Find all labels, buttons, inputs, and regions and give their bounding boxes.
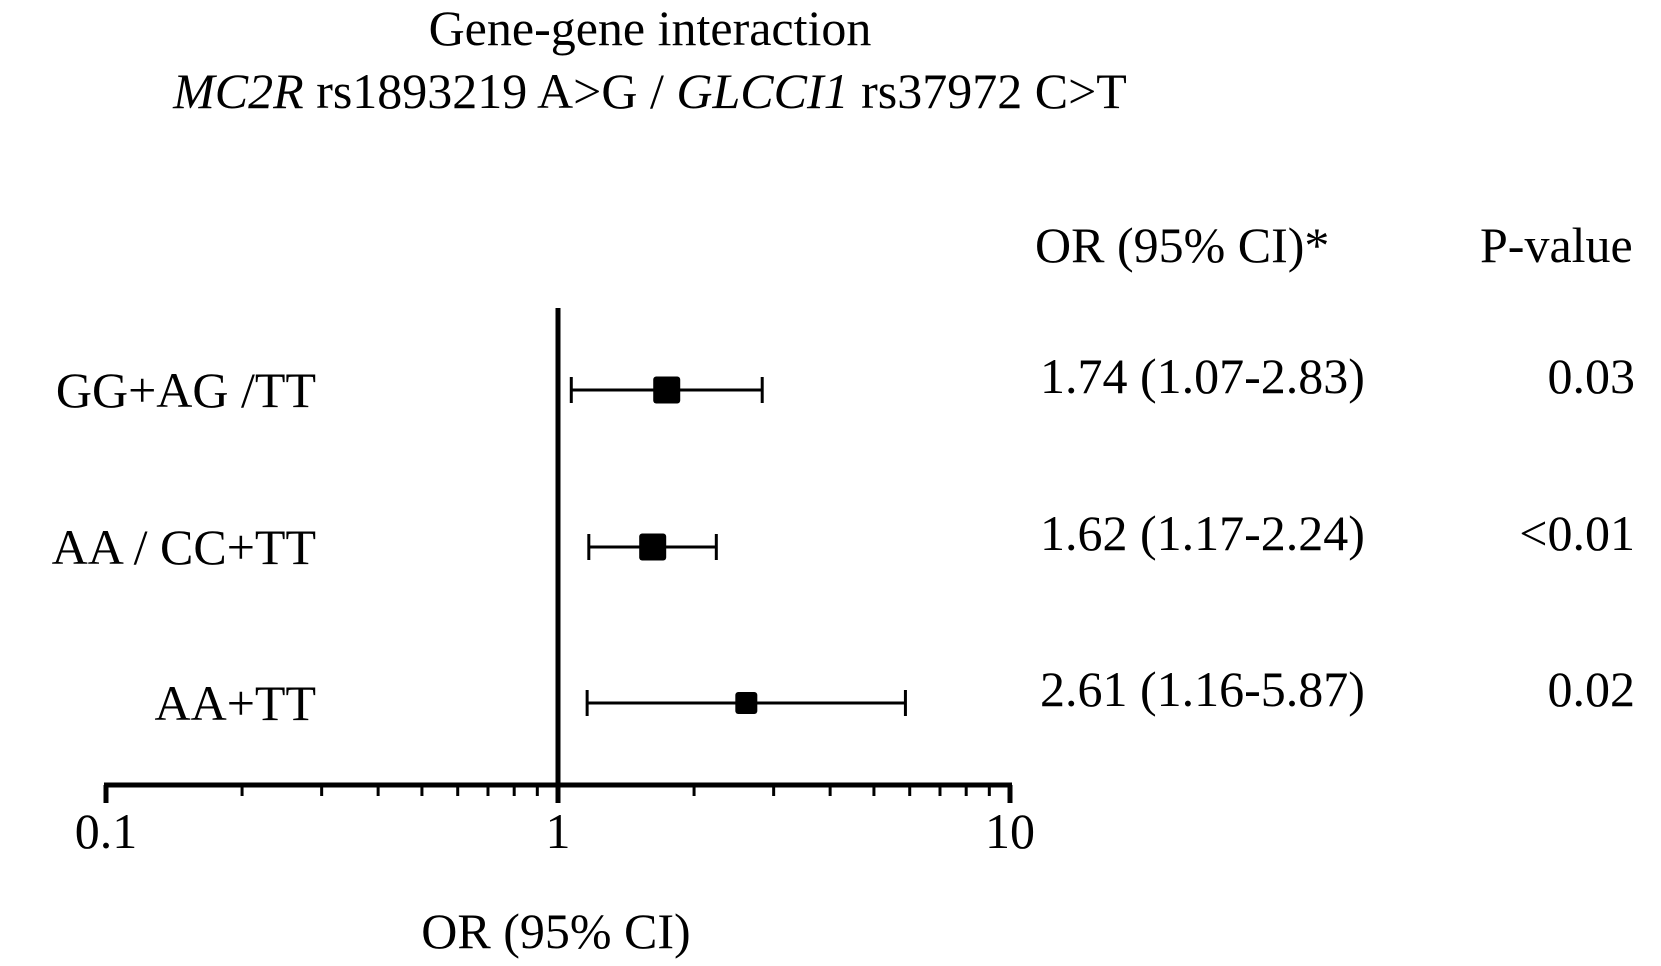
or-marker — [735, 692, 758, 714]
or-marker — [639, 533, 667, 561]
row-label: AA / CC+TT — [52, 519, 316, 575]
or-marker — [653, 376, 681, 404]
p-value-text: 0.03 — [1548, 348, 1636, 404]
chart-title: Gene-gene interaction — [429, 0, 872, 56]
chart-subtitle: MC2R rs1893219 A>G / GLCCI1 rs37972 C>T — [172, 63, 1127, 119]
or-value-text: 2.61 (1.16-5.87) — [1040, 661, 1365, 717]
p-value-column-header: P-value — [1480, 217, 1633, 273]
row-label: AA+TT — [155, 675, 317, 731]
x-axis-tick-labels: 0.1 1 10 — [75, 803, 1035, 859]
subtitle-gene-2: GLCCI1 — [676, 63, 848, 119]
forest-row: AA+TT 2.61 (1.16-5.87) 0.02 — [155, 661, 1636, 731]
x-tick-label: 1 — [546, 803, 571, 859]
x-axis-ticks — [103, 785, 1013, 803]
subtitle-snp-2: rs37972 C>T — [849, 63, 1127, 119]
forest-row: AA / CC+TT 1.62 (1.17-2.24) <0.01 — [52, 505, 1635, 575]
or-value-text: 1.62 (1.17-2.24) — [1040, 505, 1365, 561]
forest-row: GG+AG /TT 1.74 (1.07-2.83) 0.03 — [56, 348, 1635, 418]
or-value-text: 1.74 (1.07-2.83) — [1040, 348, 1365, 404]
p-value-text: <0.01 — [1519, 505, 1635, 561]
row-label: GG+AG /TT — [56, 362, 316, 418]
p-value-text: 0.02 — [1548, 661, 1636, 717]
x-tick-label: 10 — [985, 803, 1035, 859]
subtitle-gene-1: MC2R — [172, 63, 304, 119]
forest-rows: GG+AG /TT 1.74 (1.07-2.83) 0.03 AA / CC+TT 1… — [52, 348, 1635, 731]
x-tick-label: 0.1 — [75, 803, 138, 859]
x-axis-label: OR (95% CI) — [421, 903, 690, 959]
or-column-header: OR (95% CI)* — [1035, 217, 1329, 273]
subtitle-snp-1: rs1893219 A>G / — [304, 63, 677, 119]
